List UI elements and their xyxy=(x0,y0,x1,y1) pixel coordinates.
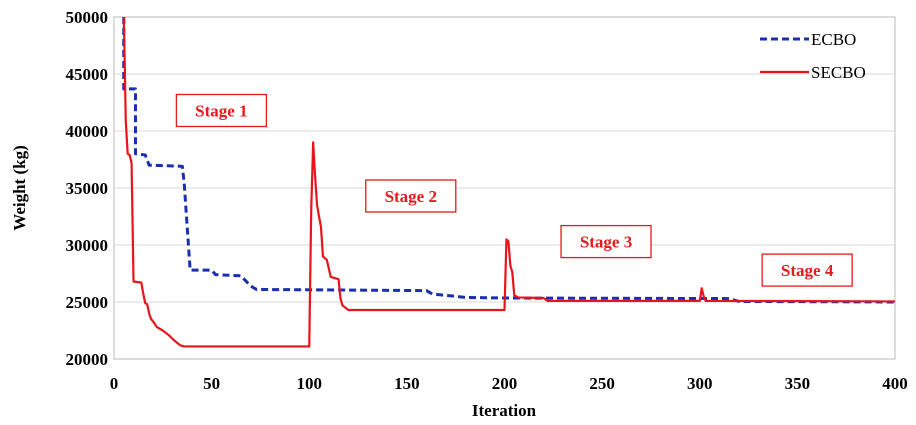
legend-label-ecbo: ECBO xyxy=(811,30,856,49)
x-tick-label: 300 xyxy=(687,374,713,393)
y-axis-title: Weight (kg) xyxy=(10,145,29,230)
y-tick-label: 45000 xyxy=(66,65,109,84)
stage-label: Stage 1 xyxy=(195,101,247,120)
x-tick-label: 100 xyxy=(297,374,323,393)
y-tick-label: 20000 xyxy=(66,350,109,369)
y-tick-label: 50000 xyxy=(66,8,109,27)
x-tick-label: 150 xyxy=(394,374,420,393)
y-tick-label: 25000 xyxy=(66,293,109,312)
x-tick-label: 250 xyxy=(589,374,615,393)
legend-label-secbo: SECBO xyxy=(811,63,866,82)
y-tick-label: 40000 xyxy=(66,122,109,141)
y-tick-label: 35000 xyxy=(66,179,109,198)
stage-label: Stage 4 xyxy=(781,261,834,280)
y-axis-ticks: 20000 25000 30000 35000 40000 45000 50000 xyxy=(66,8,109,369)
stage-label: Stage 3 xyxy=(580,233,632,252)
y-tick-label: 30000 xyxy=(66,236,109,255)
x-axis-title: Iteration xyxy=(472,401,537,420)
x-tick-label: 350 xyxy=(785,374,811,393)
x-tick-label: 50 xyxy=(203,374,220,393)
x-tick-label: 400 xyxy=(882,374,908,393)
stage-label: Stage 2 xyxy=(385,187,437,206)
x-axis-ticks: 0 50 100 150 200 250 300 350 400 xyxy=(110,374,908,393)
x-tick-label: 200 xyxy=(492,374,518,393)
x-tick-label: 0 xyxy=(110,374,119,393)
